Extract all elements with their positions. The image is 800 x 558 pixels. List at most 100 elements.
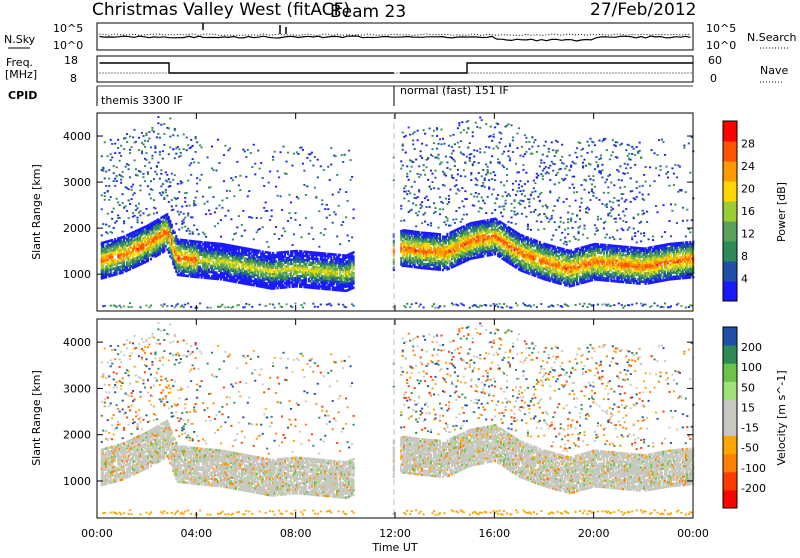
power-cell [154, 147, 156, 149]
power-cell [201, 146, 203, 148]
power-cell [414, 194, 416, 196]
power-cell [254, 173, 256, 175]
power-cell [120, 145, 122, 147]
power-cell [168, 178, 170, 180]
power-cell [509, 145, 511, 147]
power-cell [266, 241, 268, 243]
power-cell [478, 306, 480, 308]
power-cell [165, 245, 167, 248]
power-cell [165, 171, 167, 173]
power-cell [432, 181, 434, 183]
nave-label: Nave [760, 64, 788, 77]
power-cell [521, 213, 523, 215]
power-cell [141, 222, 143, 224]
power-cell [423, 129, 425, 131]
nave-tick-bottom: 0 [710, 72, 717, 85]
power-cell [116, 198, 118, 200]
power-cell [157, 116, 159, 118]
power-cell [403, 187, 405, 189]
power-cell [317, 159, 319, 161]
power-cell [467, 120, 469, 122]
power-cell [291, 165, 293, 167]
power-cell [171, 224, 173, 227]
power-cell [165, 191, 167, 193]
power-cell [244, 306, 246, 308]
power-cell [525, 151, 527, 153]
power-cell [218, 204, 220, 206]
power-cell [183, 306, 185, 308]
power-cell [448, 145, 450, 147]
power-cell [408, 127, 410, 129]
power-cell [481, 196, 483, 198]
power-cell [259, 250, 261, 253]
power-cell [400, 220, 402, 222]
power-cell [229, 190, 231, 192]
power-cell [169, 185, 171, 187]
power-cell [417, 139, 419, 141]
power-cell [472, 131, 474, 133]
power-cell [131, 198, 133, 200]
power-cell [463, 129, 465, 131]
power-cell [132, 136, 134, 138]
power-cell [281, 235, 283, 237]
power-cell [418, 306, 420, 308]
power-cell [114, 152, 116, 154]
power-cell [314, 156, 316, 158]
power-cell [333, 211, 335, 213]
power-cell [412, 144, 414, 146]
power-cell [280, 195, 282, 197]
power-cell [187, 144, 189, 146]
power-cell [473, 196, 475, 198]
freq-tick-bottom: 8 [70, 72, 77, 85]
power-cell [409, 134, 411, 136]
power-cell [502, 307, 504, 309]
power-cell [184, 217, 186, 219]
power-cell [521, 193, 523, 195]
power-cell [472, 164, 474, 166]
power-cell [513, 200, 515, 202]
power-cell [448, 195, 450, 197]
power-cell [440, 143, 442, 145]
power-cell [232, 239, 234, 241]
power-cell [469, 142, 471, 144]
power-cell [128, 217, 130, 219]
power-cell [522, 190, 524, 192]
power-cell [315, 197, 317, 199]
power-cell [181, 182, 183, 184]
power-cell [150, 305, 152, 307]
power-cell [110, 153, 112, 155]
power-cell [145, 159, 147, 161]
power-cell [353, 217, 355, 219]
power-cell [195, 138, 197, 140]
power-cell [120, 307, 122, 309]
power-cell [285, 161, 287, 163]
power-cell [244, 230, 246, 232]
power-cell [283, 227, 285, 229]
power-cell [116, 220, 118, 222]
date-title: 27/Feb/2012 [590, 0, 696, 20]
power-cell [457, 174, 459, 176]
power-cell [105, 171, 107, 173]
power-cell [308, 233, 310, 235]
power-cell [123, 305, 125, 307]
power-cell [260, 217, 262, 219]
power-cell [406, 173, 408, 175]
power-cell [499, 161, 501, 163]
power-cell [260, 162, 262, 164]
power-cell [156, 165, 158, 167]
power-cell [463, 206, 465, 208]
power-cell [330, 164, 332, 166]
power-cell [430, 247, 432, 250]
power-cell [469, 307, 471, 309]
power-cell [177, 238, 179, 241]
power-cell [281, 209, 283, 211]
power-cell [180, 152, 182, 154]
power-cell [144, 146, 146, 148]
power-cell [169, 136, 171, 138]
power-cell [148, 306, 150, 308]
power-cell [500, 133, 502, 135]
power-cell [288, 212, 290, 214]
power-cell [195, 197, 197, 199]
power-cell [503, 184, 505, 186]
power-cell [509, 143, 511, 145]
